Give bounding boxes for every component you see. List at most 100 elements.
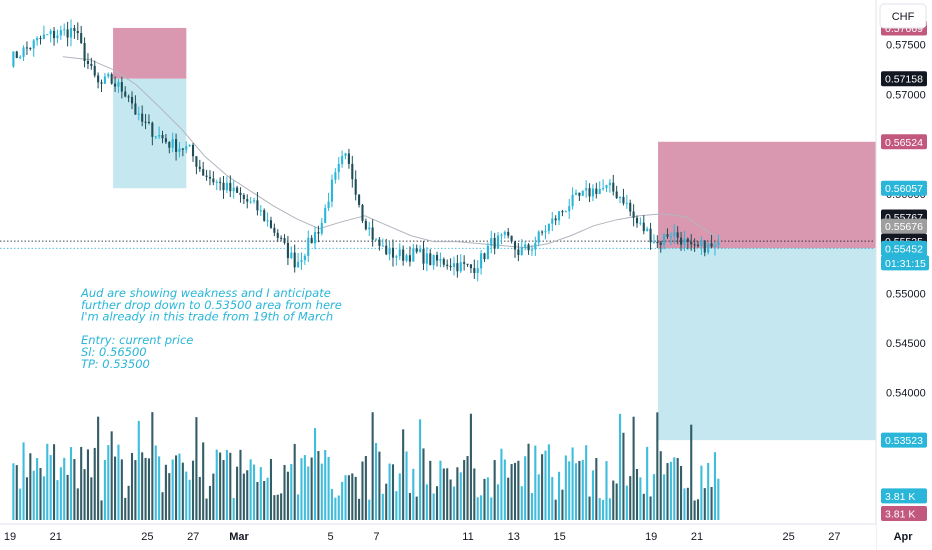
candle-body	[42, 34, 45, 39]
candle-body	[480, 253, 483, 269]
volume-bar	[432, 493, 435, 520]
candlesticks	[12, 19, 720, 282]
candle-body	[547, 223, 550, 232]
currency-button[interactable]: CHF	[879, 3, 927, 29]
candle-body	[564, 211, 567, 213]
volume-bar	[534, 445, 537, 520]
volume-bar	[619, 413, 622, 520]
candle-body	[276, 232, 279, 238]
volume-bar	[656, 412, 659, 520]
volume-bar	[500, 448, 503, 520]
volume-bar	[120, 459, 123, 520]
volume-bar	[114, 456, 117, 520]
candle-body	[717, 242, 720, 246]
price-label-text: 0.53523	[885, 435, 923, 447]
price-guides	[0, 240, 874, 249]
volume-bar	[378, 451, 381, 520]
volume-bar	[415, 496, 418, 520]
volume-bar	[151, 412, 154, 520]
volume-bar	[364, 456, 367, 520]
volume-bar	[269, 458, 273, 520]
volume-bar	[215, 449, 218, 520]
candle-body	[408, 255, 411, 262]
volume-bar	[652, 474, 655, 520]
volume-bar	[442, 468, 445, 520]
price-label-text: 3.81 K	[885, 491, 915, 503]
volume-bar	[425, 484, 428, 520]
volume-bar	[686, 487, 689, 520]
volume-bar	[717, 478, 720, 520]
volume-bar	[59, 467, 62, 520]
volume-bar	[242, 473, 245, 520]
candle-body	[703, 240, 706, 253]
volume-bar	[181, 462, 184, 520]
price-label-badge	[881, 240, 927, 256]
volume-bar	[239, 449, 242, 520]
candle-body	[154, 136, 157, 138]
candle-body	[683, 238, 686, 245]
volume-bar	[456, 467, 459, 520]
candle-body	[354, 179, 357, 195]
candle-body	[273, 227, 276, 233]
time-tick-label: 5	[328, 531, 334, 543]
candle-body	[83, 43, 86, 61]
volume-bar	[103, 459, 106, 520]
candle-body	[171, 139, 174, 148]
volume-bar	[385, 483, 388, 520]
candle-body	[147, 122, 151, 124]
volume-bar	[154, 445, 157, 520]
volume-bar	[530, 493, 533, 520]
time-tick-label: 19	[645, 531, 657, 543]
volume-bar	[368, 499, 371, 520]
volume-bar	[232, 498, 235, 520]
volume-bar	[191, 460, 195, 520]
volume-bar	[710, 486, 713, 520]
volume-bar	[178, 453, 181, 520]
volume-bar	[164, 464, 167, 520]
candle-body	[344, 153, 347, 156]
candle-body	[124, 91, 127, 97]
candle-body	[161, 135, 164, 139]
candle-body	[632, 211, 635, 218]
volume-bar	[646, 446, 649, 520]
candle-body	[374, 239, 378, 241]
volume-bar	[327, 456, 330, 520]
candle-body	[551, 218, 554, 224]
candle-body	[524, 244, 527, 248]
candle-body	[435, 254, 439, 261]
candle-body	[581, 190, 584, 196]
volume-bar	[137, 420, 140, 520]
candle-body	[297, 261, 300, 268]
candle-body	[191, 144, 195, 157]
time-tick-label: Apr	[894, 531, 914, 543]
time-tick-label: 13	[508, 531, 520, 543]
candle-body	[680, 237, 683, 245]
candle-body	[69, 27, 73, 38]
volume-bar	[337, 495, 340, 520]
candle-body	[690, 241, 693, 245]
volume-bar	[666, 463, 669, 520]
volume-bar	[259, 467, 262, 520]
candle-body	[693, 244, 696, 246]
candle-body	[463, 262, 466, 264]
volume-bar	[208, 485, 212, 520]
currency-label: CHF	[892, 11, 915, 23]
price-tick-label: 0.54000	[886, 388, 926, 400]
volume-bar	[63, 457, 66, 520]
candle-body	[286, 242, 289, 259]
candle-body	[215, 181, 218, 183]
volume-bar	[649, 496, 652, 520]
time-axis[interactable]: 19212527Mar5711131519212527Apr35911	[0, 523, 932, 550]
volume-bar	[635, 468, 639, 520]
volume-bar	[107, 445, 110, 520]
time-tick-label: 25	[782, 531, 794, 543]
candle-body	[120, 82, 123, 92]
candle-body	[466, 263, 469, 265]
volume-bar	[642, 493, 645, 520]
volume-bar	[513, 462, 517, 520]
candle-body	[456, 263, 459, 272]
volume-bar	[381, 493, 384, 520]
volume-bar	[520, 486, 523, 520]
price-axis[interactable]: 0.575000.570000.565000.560000.555000.550…	[875, 0, 932, 550]
